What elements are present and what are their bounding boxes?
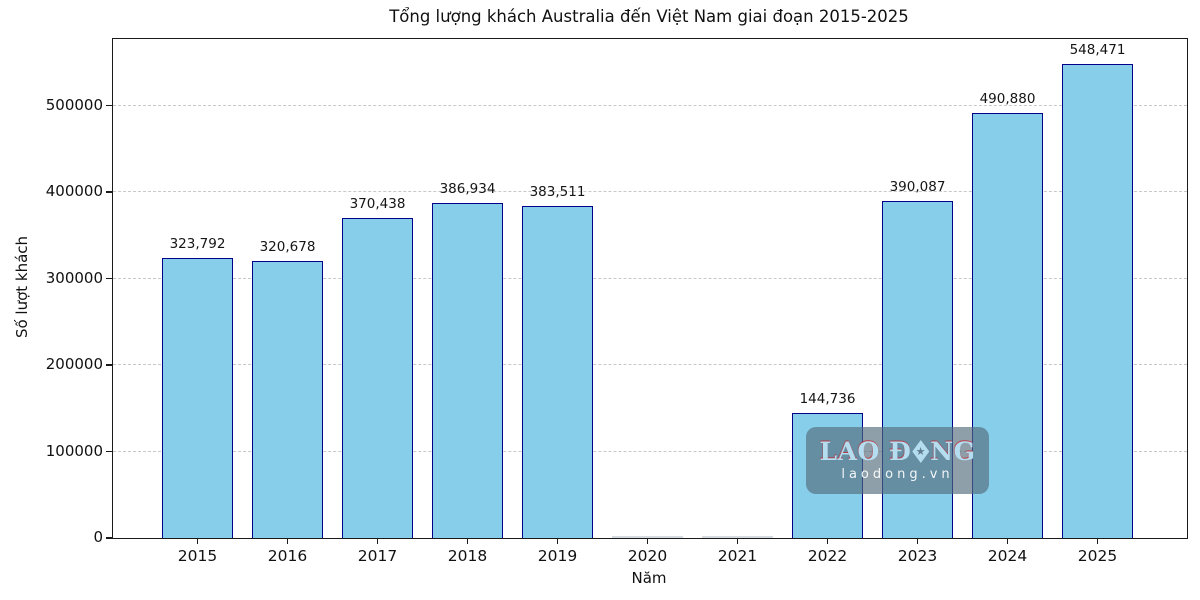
- x-tick-mark: [196, 538, 199, 544]
- gridline: [113, 364, 1187, 366]
- x-tick-label: 2017: [357, 547, 398, 565]
- bar: [162, 257, 233, 538]
- x-tick-label: 2019: [537, 547, 578, 565]
- x-tick-mark: [376, 538, 379, 544]
- y-tick-label: 100000: [45, 441, 103, 460]
- y-tick-label: 300000: [45, 268, 103, 287]
- bar: [702, 536, 773, 538]
- bar-value-label: 323,792: [169, 235, 226, 252]
- y-tick-mark: [105, 537, 112, 539]
- x-tick-mark: [826, 538, 829, 544]
- x-tick-mark: [736, 538, 739, 544]
- watermark: LAO Đ ★ NG laodong.vn: [806, 427, 989, 494]
- chart-title: Tổng lượng khách Australia đến Việt Nam …: [389, 7, 909, 26]
- y-tick-mark: [105, 104, 112, 107]
- y-tick-label: 0: [93, 528, 103, 546]
- y-tick-mark: [105, 191, 112, 193]
- x-tick-mark: [556, 538, 559, 544]
- x-tick-mark: [286, 538, 289, 544]
- x-tick-label: 2025: [1077, 547, 1118, 565]
- x-tick-label: 2021: [717, 547, 758, 565]
- y-tick-mark: [105, 277, 112, 280]
- watermark-domain: laodong.vn: [841, 467, 954, 482]
- bar: [972, 113, 1043, 538]
- bar-value-label: 548,471: [1069, 41, 1126, 58]
- x-tick-label: 2023: [897, 547, 938, 565]
- x-tick-label: 2018: [447, 547, 488, 565]
- bar: [612, 536, 683, 538]
- x-tick-mark: [1096, 538, 1099, 544]
- x-tick-mark: [916, 538, 919, 544]
- plot-area: 323,792 2015 320,678 2016 370,438 2017 386,934…: [105, 38, 1188, 565]
- bar: [252, 260, 323, 538]
- bar-value-label: 144,736: [799, 390, 856, 407]
- laodong-logo: LAO Đ ★ NG: [819, 439, 975, 464]
- bar-value-label: 383,511: [529, 184, 586, 201]
- x-tick-label: 2015: [177, 547, 218, 565]
- y-axis-ticks: 0 100000 200000 300000 400000 500000: [0, 38, 103, 546]
- x-tick-mark: [1006, 538, 1009, 544]
- bar: [1062, 63, 1133, 538]
- bar: [432, 203, 503, 538]
- bar-value-label: 390,087: [889, 178, 946, 195]
- bar-value-label: 490,880: [979, 91, 1036, 108]
- gridline: [113, 191, 1187, 193]
- y-tick-mark: [105, 364, 112, 366]
- bar-value-label: 386,934: [439, 181, 496, 198]
- y-tick-label: 500000: [45, 95, 103, 114]
- x-tick-label: 2016: [267, 547, 308, 565]
- bar: [522, 206, 593, 538]
- logo-text-suffix: NG: [930, 437, 976, 466]
- logo-text-prefix: LAO Đ: [819, 437, 912, 466]
- x-tick-label: 2020: [627, 547, 668, 565]
- bar-value-label: 320,678: [259, 238, 316, 255]
- x-tick-mark: [466, 538, 469, 544]
- x-tick-label: 2024: [987, 547, 1028, 565]
- star-icon: ★: [912, 440, 930, 463]
- x-axis-label: Năm: [631, 569, 667, 587]
- bar-value-label: 370,438: [349, 195, 406, 212]
- y-tick-label: 400000: [45, 182, 103, 201]
- y-tick-label: 200000: [45, 355, 103, 374]
- gridline: [113, 450, 1187, 452]
- x-tick-label: 2022: [807, 547, 848, 565]
- x-tick-mark: [646, 538, 649, 544]
- bar: [342, 217, 413, 538]
- y-tick-mark: [105, 450, 112, 453]
- gridline: [113, 277, 1187, 279]
- gridline: [113, 104, 1187, 106]
